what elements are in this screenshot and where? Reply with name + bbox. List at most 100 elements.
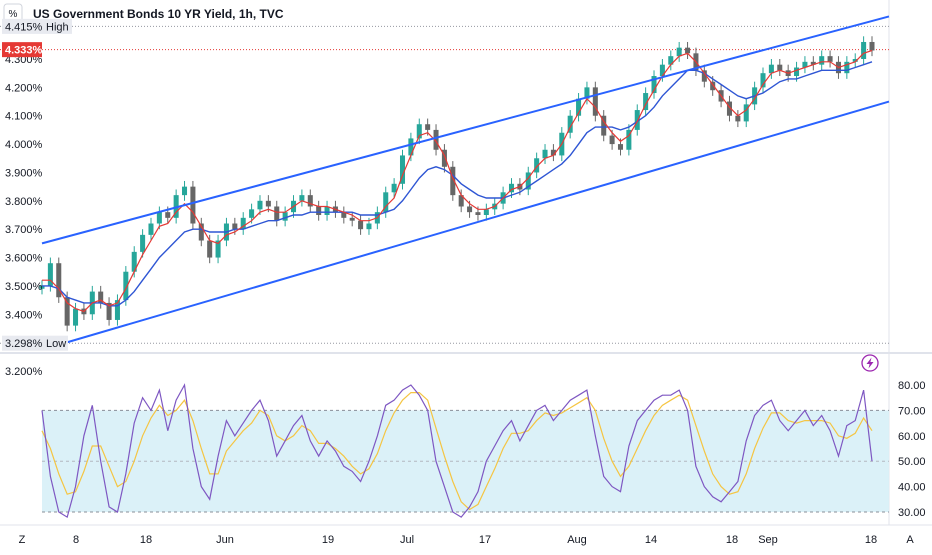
- candle-body: [257, 200, 263, 210]
- rsi-band: [42, 410, 889, 512]
- candle-body: [190, 186, 196, 224]
- candle-body: [106, 302, 112, 320]
- candle-body: [240, 217, 246, 230]
- rsi-tick-label: 40.00: [898, 482, 926, 494]
- candle-body: [182, 186, 188, 196]
- candle-body: [156, 212, 162, 224]
- candle-body: [592, 87, 598, 116]
- candle-body: [140, 234, 146, 252]
- current-price-value: 4.333%: [5, 45, 43, 57]
- candle-body: [576, 98, 582, 116]
- channel-lower-line[interactable]: [65, 100, 890, 344]
- candle-body: [307, 195, 313, 207]
- time-tick-label: Jul: [400, 534, 414, 546]
- candle-body: [827, 56, 833, 62]
- candle-body: [634, 110, 640, 130]
- candle-body: [316, 206, 322, 215]
- time-tick-label: 18: [865, 534, 877, 546]
- candle-body: [73, 308, 79, 326]
- price-axis-ticks: 4.300%4.200%4.100%4.000%3.900%3.800%3.70…: [5, 54, 43, 378]
- candle-body: [358, 220, 364, 230]
- candle-body: [299, 195, 305, 201]
- candle-body: [676, 47, 682, 57]
- rsi-tick-label: 80.00: [898, 380, 926, 392]
- time-tick-label: Sep: [758, 534, 778, 546]
- candle-body: [726, 101, 732, 116]
- candle-body: [617, 144, 623, 150]
- candle-body: [844, 61, 850, 74]
- candle-body: [819, 56, 825, 65]
- candle-body: [458, 195, 464, 207]
- candle-body: [668, 56, 674, 65]
- candle-body: [215, 240, 221, 258]
- chart-title: US Government Bonds 10 YR Yield, 1h, TVC: [33, 7, 284, 21]
- candle-body: [56, 263, 62, 298]
- candle-body: [643, 93, 649, 111]
- time-tick-label: 18: [140, 534, 152, 546]
- candle-body: [433, 129, 439, 150]
- time-tick-label: 8: [73, 534, 79, 546]
- price-tick-label: 3.700%: [5, 224, 43, 236]
- candle-body: [508, 183, 515, 193]
- high-badge-value: 4.415%: [5, 21, 43, 33]
- ma-fast-line: [42, 49, 873, 313]
- candle-body: [114, 300, 120, 320]
- candle-body: [626, 129, 632, 150]
- time-axis-right-button[interactable]: A: [906, 534, 914, 546]
- rsi-line: [41, 383, 873, 519]
- time-axis-ticks: 8 18 Jun 19 Jul 17 Aug 14 18 Sep 18: [73, 534, 877, 546]
- candle-body: [98, 291, 104, 303]
- rsi-tick-label: 60.00: [898, 431, 926, 443]
- rsi-axis-ticks: 80.00 70.00 60.00 50.00 40.00 30.00: [898, 380, 926, 519]
- candle-body: [416, 124, 422, 139]
- candle-body: [341, 212, 347, 218]
- candle-body: [760, 73, 766, 88]
- candle-body: [810, 61, 816, 65]
- candle-body: [710, 81, 716, 91]
- candle-body: [232, 223, 238, 230]
- candle-body: [408, 138, 414, 156]
- candle-body: [802, 61, 808, 68]
- time-tick-label: Jun: [216, 534, 234, 546]
- time-tick-label: 17: [479, 534, 491, 546]
- candle-body: [282, 212, 288, 221]
- current-price-badge: [2, 42, 42, 58]
- time-axis-left-button[interactable]: Z: [19, 534, 26, 546]
- rsi-tick-label: 70.00: [898, 405, 926, 417]
- candle-body: [425, 124, 431, 130]
- price-pane-bg[interactable]: [0, 0, 889, 352]
- candle-body: [274, 206, 280, 221]
- candle-body: [366, 223, 372, 230]
- lightning-icon[interactable]: [861, 354, 879, 372]
- high-tag: [42, 18, 72, 34]
- price-tick-label: 4.000%: [5, 139, 43, 151]
- candle-body: [601, 115, 607, 136]
- candle-body: [651, 76, 657, 94]
- candle-body: [735, 115, 741, 122]
- candle-body: [249, 209, 255, 218]
- candle-body: [207, 240, 213, 258]
- candle-body: [467, 206, 473, 213]
- candle-body: [542, 149, 548, 159]
- candle-body: [198, 223, 204, 241]
- candle-body: [399, 155, 406, 184]
- candle-body: [383, 192, 389, 213]
- price-tick-label: 3.900%: [5, 167, 43, 179]
- time-tick-label: 18: [726, 534, 738, 546]
- candle-body: [777, 64, 783, 71]
- candle-body: [265, 200, 271, 207]
- low-badge: [2, 335, 42, 351]
- candle-body: [852, 59, 858, 62]
- channel-upper-line[interactable]: [41, 15, 890, 245]
- candle-body: [349, 217, 355, 221]
- time-tick-label: 14: [645, 534, 657, 546]
- candle-body: [391, 183, 397, 193]
- price-tick-label: 4.100%: [5, 111, 43, 123]
- candle-body: [123, 271, 129, 301]
- candle-body: [39, 285, 45, 289]
- candle-body: [165, 212, 171, 218]
- candle-body: [534, 158, 540, 173]
- candle-body: [869, 41, 875, 51]
